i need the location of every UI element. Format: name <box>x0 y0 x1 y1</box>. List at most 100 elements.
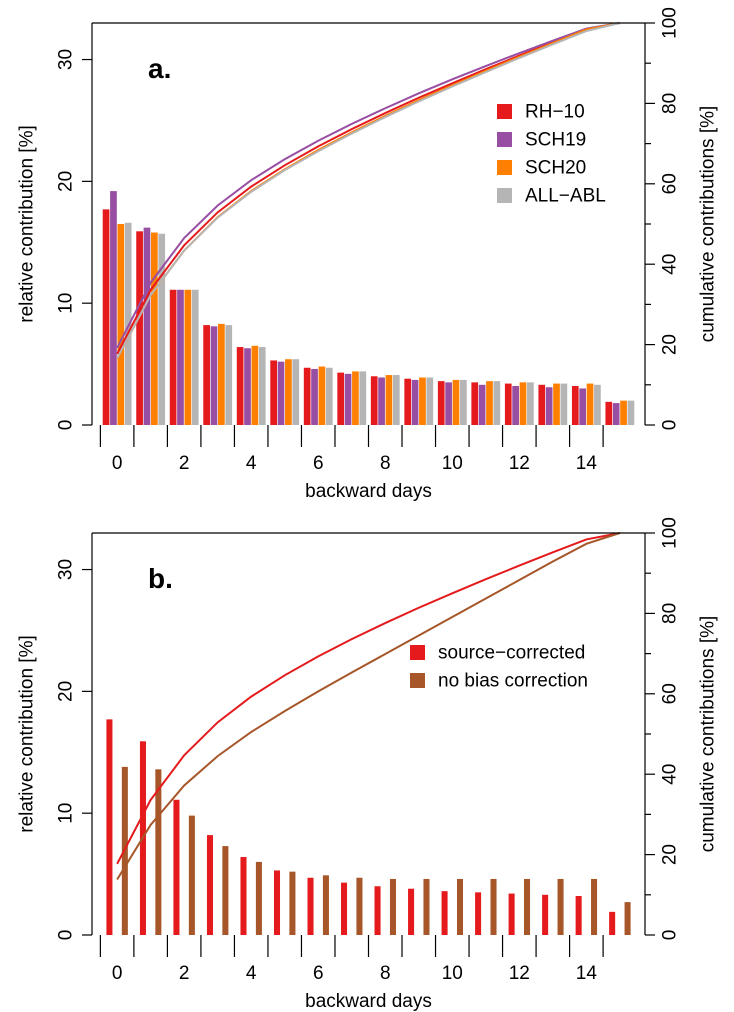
x-tick-label: 14 <box>576 453 598 474</box>
bar <box>169 289 177 425</box>
legend-swatch <box>497 132 512 147</box>
legend-swatch <box>410 645 425 660</box>
bar <box>624 902 631 935</box>
x-tick-label: 0 <box>112 963 123 984</box>
bar <box>545 387 553 425</box>
bar <box>385 375 393 425</box>
x-tick-label: 6 <box>313 453 324 474</box>
legend-swatch <box>497 104 512 119</box>
legend-label: SCH20 <box>525 158 586 179</box>
bar <box>352 371 359 425</box>
bar <box>575 896 582 935</box>
panel-label: b. <box>148 563 173 594</box>
bar <box>620 400 627 425</box>
x-tick-label: 4 <box>246 453 257 474</box>
y2-tick-label: 60 <box>660 683 681 704</box>
bar <box>188 815 195 935</box>
bar <box>411 379 419 425</box>
bar <box>236 347 244 425</box>
cumulative-line <box>116 532 621 881</box>
x-tick-label: 0 <box>112 453 123 474</box>
bar <box>244 348 251 425</box>
bar <box>255 861 262 935</box>
bar <box>184 289 192 425</box>
y-tick-label: 10 <box>56 293 77 314</box>
y2-tick-label: 80 <box>660 603 681 624</box>
bar <box>374 886 381 935</box>
bar <box>150 232 158 425</box>
x-tick-label: 2 <box>179 963 190 984</box>
x-tick-label: 10 <box>442 453 463 474</box>
legend-swatch <box>497 188 512 203</box>
bar <box>222 846 229 935</box>
cumulative-lines <box>116 22 621 360</box>
legend-label: no bias correction <box>438 671 588 692</box>
bar <box>341 882 348 935</box>
legend: RH−10 SCH19 SCH20 ALL−ABL <box>497 102 606 207</box>
bar <box>591 878 598 935</box>
bar <box>110 191 117 425</box>
panel-b: 0 10 20 30 0 20 40 60 80 100 0 2 4 6 8 10 12 14 backward d… <box>17 517 719 1012</box>
bar <box>251 345 259 425</box>
bar <box>292 359 300 425</box>
y2-tick-label: 60 <box>660 173 681 194</box>
bar <box>408 888 415 935</box>
bar <box>524 878 531 935</box>
bar <box>404 378 412 425</box>
bar <box>303 367 311 425</box>
panel-a: 0 10 20 30 0 20 40 60 80 100 0 2 4 6 8 10 12 14 backward d… <box>17 7 719 502</box>
x-tick-label: 12 <box>509 453 530 474</box>
bar <box>560 383 568 425</box>
bar <box>311 368 318 425</box>
bar <box>155 769 162 935</box>
bar <box>512 386 519 425</box>
bar <box>426 377 434 425</box>
bar <box>609 911 616 935</box>
y2-tick-label: 80 <box>660 93 681 114</box>
bar <box>419 377 426 425</box>
y-tick-label: 30 <box>56 49 77 70</box>
legend-label: source−corrected <box>438 643 585 664</box>
bar <box>158 233 166 425</box>
bar <box>206 835 213 935</box>
bar <box>356 877 363 935</box>
y-axis-title: relative contribution [%] <box>17 125 38 323</box>
bar <box>542 894 549 935</box>
y-tick-label: 30 <box>56 559 77 580</box>
y-tick-label: 0 <box>56 420 77 431</box>
bar <box>493 381 501 425</box>
cumulative-lines <box>116 532 621 881</box>
bar <box>117 224 125 425</box>
bar <box>605 401 613 425</box>
bar <box>277 361 285 425</box>
bar <box>508 893 515 935</box>
bar <box>258 347 266 425</box>
panel-label: a. <box>148 53 171 84</box>
bar <box>504 383 512 425</box>
bar <box>553 383 560 425</box>
bar <box>173 799 180 935</box>
bar <box>307 877 314 935</box>
bar <box>337 372 345 425</box>
y2-tick-label: 0 <box>660 930 681 941</box>
x-tick-label: 10 <box>442 963 463 984</box>
bar <box>452 379 460 425</box>
bar <box>423 878 430 935</box>
bar <box>612 403 620 425</box>
y2-tick-label: 0 <box>660 420 681 431</box>
legend: source−corrected no bias correction <box>410 643 588 692</box>
bar <box>322 875 329 935</box>
x-axis-title: backward days <box>305 991 432 1012</box>
y2-tick-label: 40 <box>660 254 681 275</box>
bar <box>456 878 464 935</box>
y-axis-title: relative contribution [%] <box>17 635 38 833</box>
bar <box>225 325 233 425</box>
bar <box>325 367 333 425</box>
bar <box>475 892 482 935</box>
bar <box>571 386 579 425</box>
y-tick-label: 0 <box>56 930 77 941</box>
bar <box>240 857 247 935</box>
bar <box>285 359 292 425</box>
bar <box>218 323 225 425</box>
bar <box>318 366 326 425</box>
